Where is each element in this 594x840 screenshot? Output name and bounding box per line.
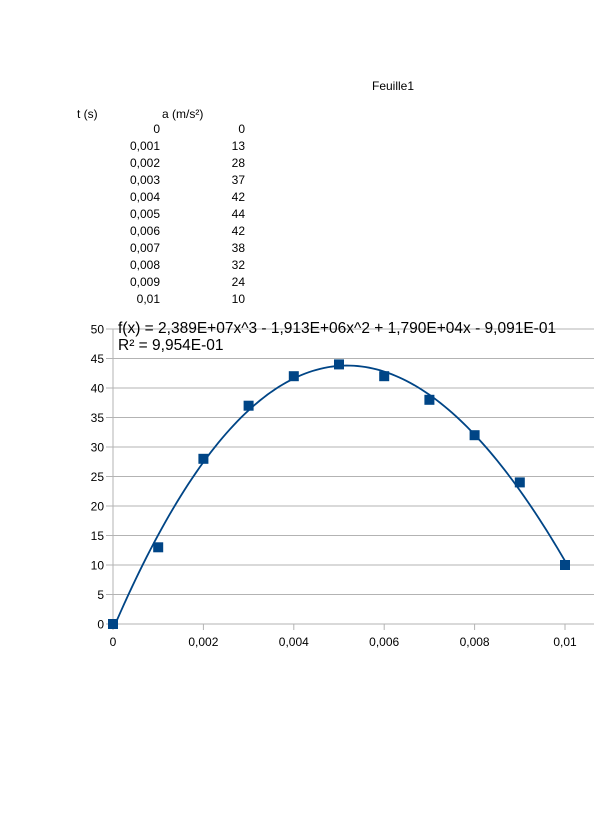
x-tick-label: 0,01: [553, 635, 577, 649]
y-tick-label: 50: [91, 323, 105, 337]
y-tick-label: 15: [91, 529, 105, 543]
scatter-chart: 0 5 10 15 20 25 30 35 40 45 50 0 0,002 0,004 0,006 0,00…: [91, 320, 594, 650]
data-point: [198, 453, 209, 464]
cell-t: 0: [153, 122, 160, 136]
cell-a: 0: [238, 122, 245, 136]
data-point: [288, 371, 299, 382]
y-tick-label: 45: [91, 352, 105, 366]
cell-t: 0,003: [129, 173, 160, 187]
x-tick-label: 0,002: [188, 635, 218, 649]
data-point: [424, 394, 435, 405]
cell-t: 0,008: [129, 258, 160, 272]
data-point: [153, 542, 164, 553]
cell-a: 13: [231, 139, 245, 153]
cell-a: 37: [231, 173, 245, 187]
y-tick-label: 0: [97, 618, 104, 632]
cell-t: 0,007: [129, 241, 160, 255]
cell-a: 42: [231, 190, 245, 204]
x-tick-label: 0: [110, 635, 117, 649]
cell-t: 0,01: [136, 292, 160, 306]
trendline: [112, 364, 566, 625]
header-t: t (s): [77, 107, 98, 121]
y-tick-label: 5: [97, 588, 104, 602]
cell-t: 0,004: [129, 190, 160, 204]
cell-a: 42: [231, 224, 245, 238]
y-tick-label: 10: [91, 559, 105, 573]
grid-lines: [113, 328, 594, 625]
cell-t: 0,002: [129, 156, 160, 170]
cell-a: 38: [231, 241, 245, 255]
header-a: a (m/s²): [162, 107, 204, 121]
data-points: [108, 359, 570, 629]
x-tick-label: 0,004: [279, 635, 309, 649]
y-tick-label: 40: [91, 382, 105, 396]
y-tick-label: 35: [91, 411, 105, 425]
data-point: [334, 359, 344, 370]
axes: 0 5 10 15 20 25 30 35 40 45 50 0 0,002 0,004 0,006 0,00…: [91, 323, 577, 650]
cell-t: 0,005: [129, 207, 160, 221]
x-tick-label: 0,006: [369, 635, 399, 649]
data-point: [514, 477, 525, 488]
cell-t: 0,001: [129, 139, 160, 153]
cell-a: 28: [231, 156, 245, 170]
y-tick-label: 20: [91, 500, 105, 514]
data-point: [560, 560, 570, 570]
data-point: [108, 619, 118, 629]
cell-t: 0,006: [129, 224, 160, 238]
r-squared-label: R² = 9,954E-01: [118, 337, 224, 354]
sheet-title: Feuille1: [372, 79, 415, 93]
y-tick-label: 25: [91, 470, 105, 484]
cell-t: 0,009: [129, 275, 160, 289]
cell-a: 44: [231, 207, 245, 221]
cell-a: 10: [231, 292, 245, 306]
data-point: [379, 371, 390, 382]
x-tick-label: 0,008: [460, 635, 490, 649]
data-point: [469, 430, 480, 441]
data-point: [243, 400, 254, 411]
cell-a: 24: [231, 275, 245, 289]
y-tick-label: 30: [91, 441, 105, 455]
trendline-equation: f(x) = 2,389E+07x^3 - 1,913E+06x^2 + 1,7…: [118, 320, 556, 337]
cell-a: 32: [231, 258, 245, 272]
trendline-group: [112, 364, 566, 625]
